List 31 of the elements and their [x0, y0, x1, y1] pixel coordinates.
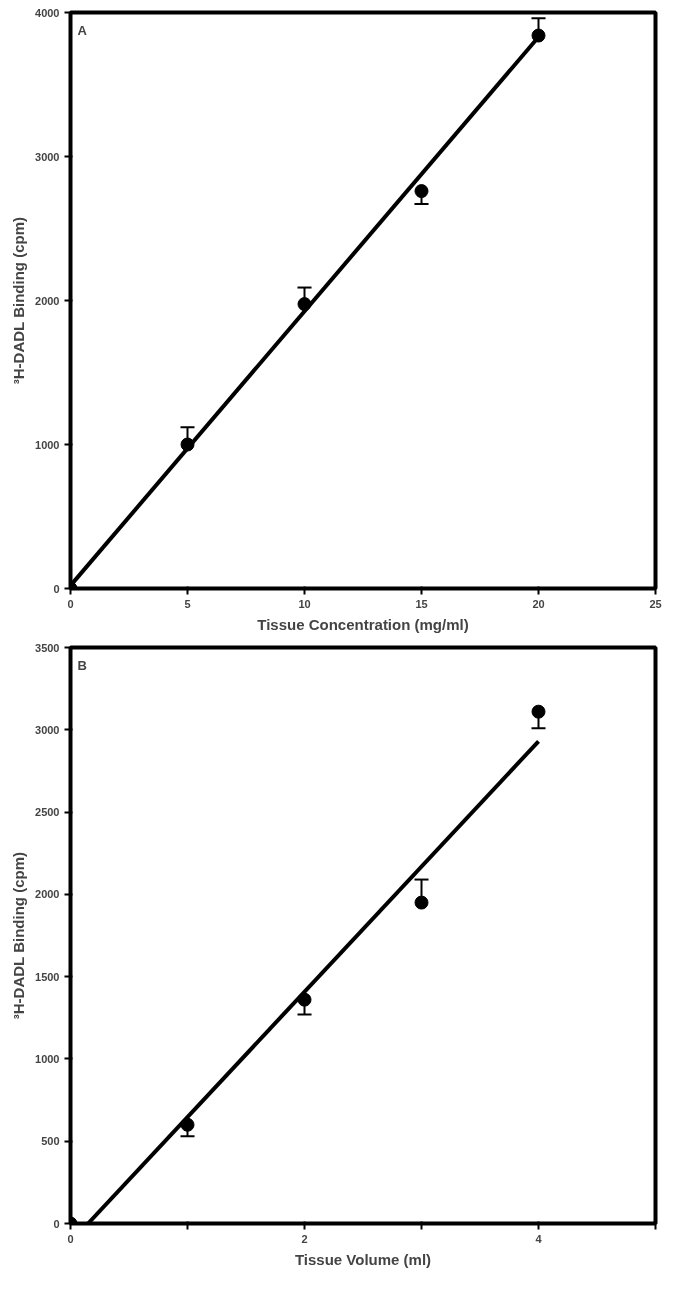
- y-tick-label: 1000: [35, 438, 60, 451]
- y-tick-label: 1000: [35, 1052, 60, 1065]
- x-tick-label: 10: [298, 597, 311, 610]
- x-tick-label: 15: [415, 597, 428, 610]
- y-tick-label: 2000: [35, 294, 60, 307]
- x-tick-label: 0: [67, 1232, 74, 1245]
- point: [414, 184, 429, 199]
- y-axis-title: ³H-DADL Binding (cpm): [10, 852, 28, 1020]
- x-tick-label: 2: [301, 1232, 308, 1245]
- x-axis-title: Tissue Volume (ml): [294, 1250, 432, 1268]
- y-tick-label: 2000: [35, 888, 60, 901]
- annotation: B: [77, 658, 87, 674]
- y-tick-label: 4000: [35, 6, 60, 19]
- y-axis-title: ³H-DADL Binding (cpm): [10, 217, 28, 385]
- annotation: A: [77, 23, 88, 39]
- y-tick-label: 3000: [35, 150, 60, 163]
- y-tick-label: 3500: [35, 641, 60, 654]
- y-tick-label: 1500: [35, 970, 60, 983]
- x-tick-label: 25: [649, 597, 662, 610]
- y-tick-label: 3000: [35, 723, 60, 736]
- x-axis-title: Tissue Concentration (mg/ml): [257, 615, 469, 633]
- y-tick-label: 0: [53, 582, 60, 595]
- x-tick-label: 4: [535, 1232, 543, 1245]
- point: [414, 895, 429, 910]
- point: [531, 704, 546, 719]
- y-tick-label: 2500: [35, 806, 60, 819]
- y-tick-label: 0: [53, 1217, 60, 1230]
- y-tick-label: 500: [41, 1135, 60, 1148]
- x-tick-label: 5: [184, 597, 191, 610]
- x-tick-label: 0: [67, 597, 74, 610]
- x-tick-label: 20: [532, 597, 545, 610]
